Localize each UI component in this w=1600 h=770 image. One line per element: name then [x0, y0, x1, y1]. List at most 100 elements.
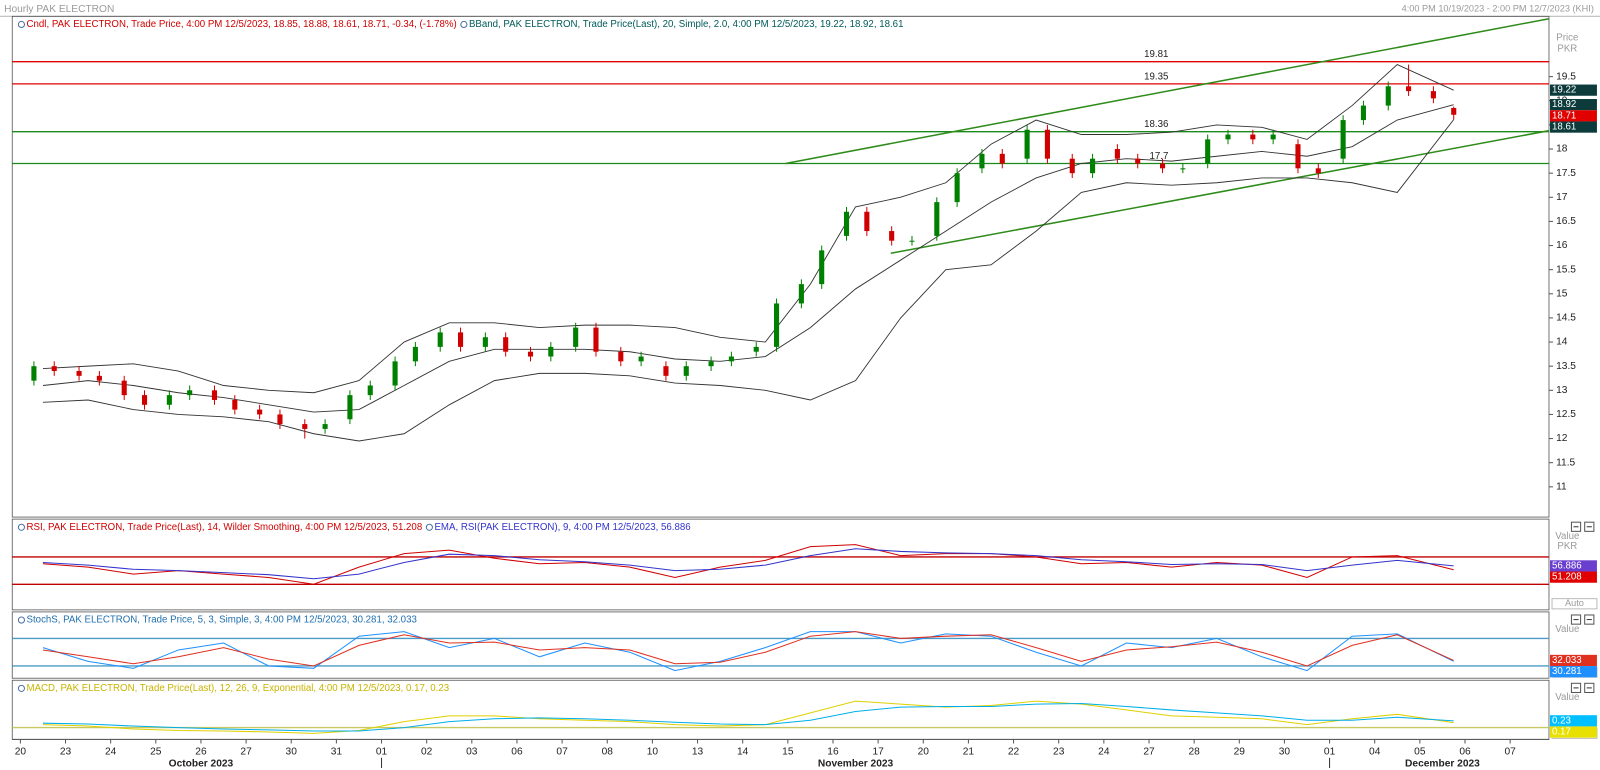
candle-body	[141, 395, 148, 405]
candle-body	[31, 366, 37, 381]
candle-body	[1090, 158, 1096, 174]
candle-body	[1270, 134, 1276, 140]
y-tick-label: 13	[1556, 385, 1568, 396]
indicator-line	[42, 548, 1454, 580]
x-tick-label: 16	[827, 746, 839, 757]
level-label: 17.7	[1150, 151, 1169, 162]
candle-body	[1225, 134, 1231, 140]
scale-mode-button[interactable]	[1551, 598, 1598, 610]
y-tick-label: 11.5	[1556, 457, 1575, 468]
value-box	[1550, 560, 1597, 572]
candle-body	[1114, 149, 1120, 159]
value-box-label: 18.92	[1552, 99, 1576, 110]
value-box-label: 32.033	[1552, 655, 1582, 666]
indicator-line	[42, 544, 1454, 585]
level-label: 18.36	[1144, 119, 1168, 130]
x-tick-label: 26	[195, 746, 207, 757]
candle-body	[683, 366, 689, 376]
x-tick-label: 23	[60, 746, 72, 757]
value-box	[1550, 715, 1597, 727]
trend-line	[890, 129, 1550, 255]
value-box	[1550, 571, 1597, 583]
candle-body	[638, 356, 644, 362]
x-tick-label: 20	[918, 746, 930, 757]
x-tick-label: 31	[331, 746, 343, 757]
indicator-line	[42, 702, 1454, 732]
value-box-label: 18.71	[1552, 110, 1576, 121]
candle-body	[211, 390, 218, 400]
x-tick-label: 29	[1234, 746, 1246, 757]
y-tick-label: 17	[1556, 192, 1568, 203]
candle-body	[843, 211, 850, 236]
legend-entry: BBand, PAK ELECTRON, Trade Price(Last), …	[469, 19, 904, 30]
value-box-label: 56.886	[1552, 560, 1582, 571]
candle-body	[412, 346, 418, 362]
candle-body	[753, 346, 759, 352]
candle-body	[1385, 86, 1391, 106]
candle-body	[1159, 163, 1166, 169]
x-tick-label: 01	[1324, 746, 1336, 757]
x-tick-label: 24	[1098, 746, 1110, 757]
y-tick-label: 13.5	[1556, 361, 1576, 372]
candle-body	[392, 361, 398, 386]
candle-body	[864, 211, 870, 232]
y-tick-label: 16.5	[1556, 216, 1576, 227]
candle-body	[548, 346, 554, 357]
candle-body	[347, 395, 353, 420]
legend-entry: StochS, PAK ELECTRON, Trade Price, 5, 3,…	[27, 615, 417, 626]
candle-body	[728, 356, 734, 362]
x-tick-label: 07	[556, 746, 568, 757]
window-title: Hourly PAK ELECTRON	[4, 4, 114, 15]
value-box	[1550, 99, 1597, 111]
x-tick-label: 01	[376, 746, 388, 757]
candle-body	[1069, 158, 1075, 174]
x-tick-label: 04	[1369, 746, 1381, 757]
legend-icon	[17, 684, 26, 692]
x-tick-label: 06	[511, 746, 523, 757]
value-box	[1550, 121, 1597, 133]
legend-entry: Cndl, PAK ELECTRON, Trade Price, 4:00 PM…	[27, 19, 457, 30]
panel-frame	[11, 611, 1550, 679]
y-tick-label: 15	[1556, 288, 1568, 299]
x-tick-label: 08	[602, 746, 614, 757]
candle-body	[1295, 144, 1301, 169]
x-tick-label: 30	[1279, 746, 1291, 757]
candle-body	[819, 250, 825, 285]
indicator-line	[42, 700, 1454, 734]
candle-body	[322, 424, 328, 429]
value-box	[1550, 654, 1597, 667]
legend-icon	[17, 616, 26, 624]
candle-body	[934, 202, 940, 236]
candle-body	[187, 390, 193, 396]
candle-body	[999, 153, 1005, 164]
candle-body	[76, 371, 82, 376]
candle-body	[1315, 168, 1321, 174]
candle-body	[954, 173, 960, 203]
x-tick-label: 06	[1459, 746, 1471, 757]
y-tick-label: 14	[1556, 337, 1568, 348]
value-box-label: 0.23	[1552, 715, 1571, 726]
legend-icon	[425, 523, 433, 531]
candle-body	[618, 351, 624, 362]
candle-body	[437, 332, 443, 347]
value-box-label: 0.17	[1552, 727, 1571, 738]
y-tick-label: 15.5	[1556, 264, 1576, 275]
candle-body	[798, 284, 804, 304]
band-upper	[42, 64, 1454, 394]
value-box-label: 51.208	[1552, 572, 1582, 583]
candle-body	[527, 351, 534, 357]
y-tick-label: 17.5	[1556, 168, 1576, 179]
y-axis-label: Value	[1555, 692, 1579, 703]
x-tick-label: 05	[1414, 746, 1426, 757]
y-tick-label: 18	[1556, 144, 1568, 155]
x-tick-label: 07	[1504, 746, 1516, 757]
candle-body	[457, 332, 464, 347]
candle-body	[1360, 105, 1366, 121]
x-tick-label: 22	[1008, 746, 1020, 757]
candle-body	[257, 409, 263, 415]
month-label: October 2023	[169, 759, 234, 770]
candle-body	[1135, 158, 1141, 164]
x-tick-label: 21	[963, 746, 975, 757]
candle-body	[1044, 129, 1050, 159]
